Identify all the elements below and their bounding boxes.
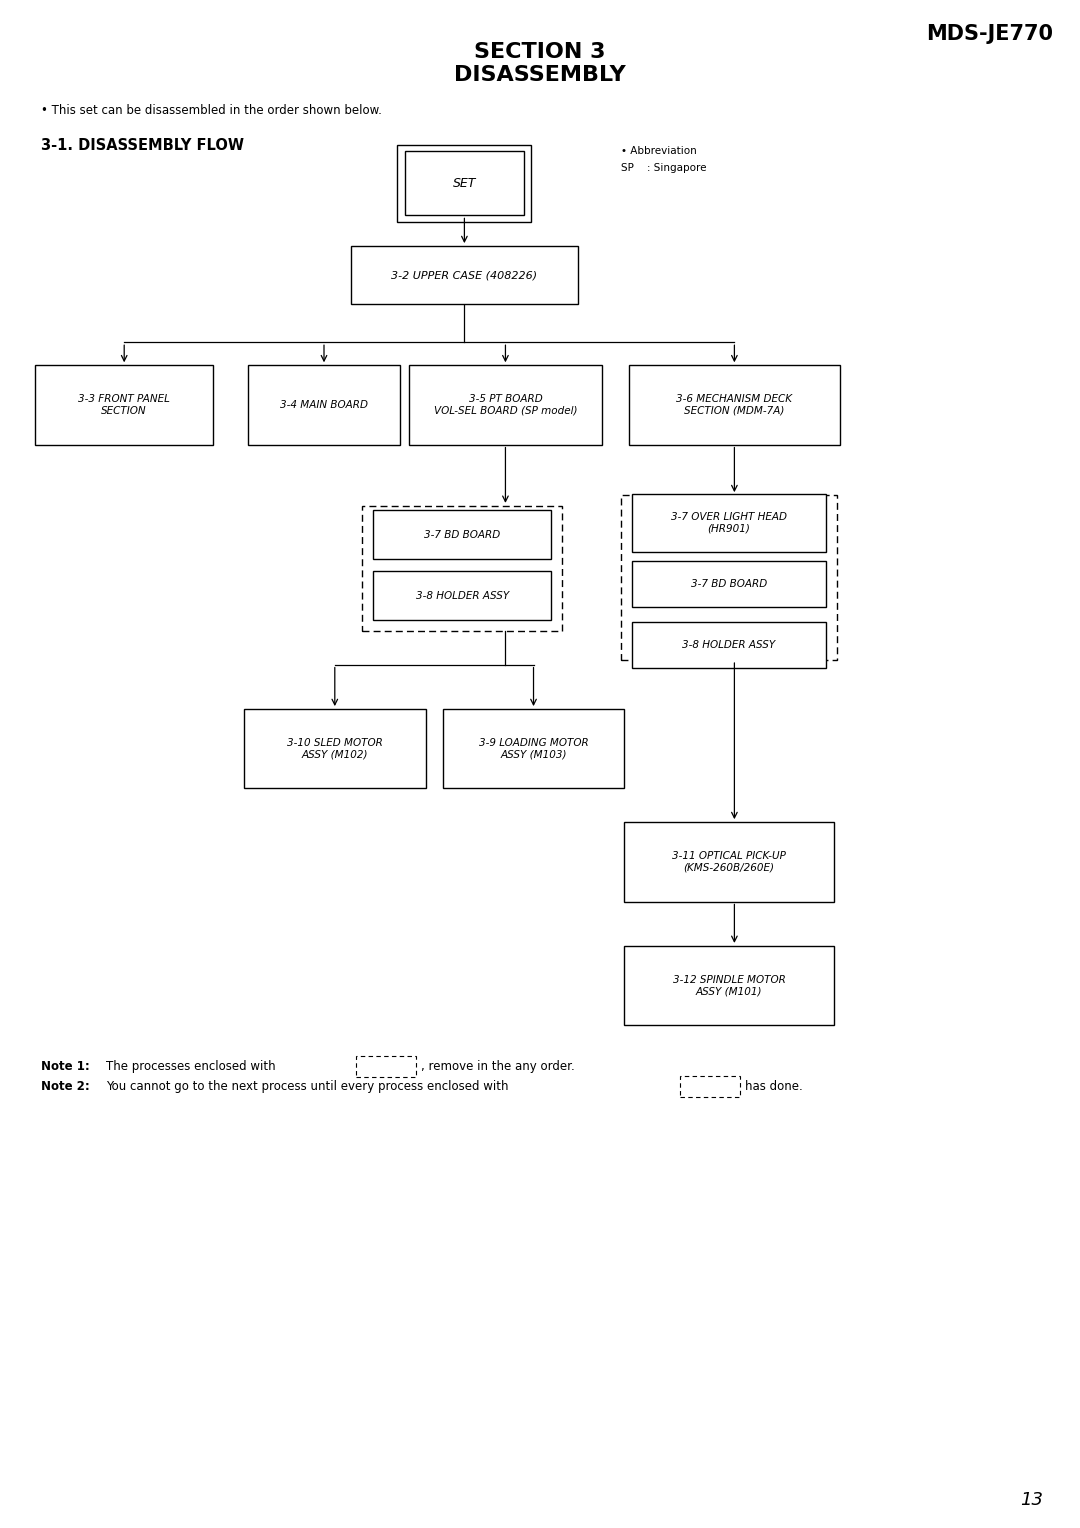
Text: 3-7 BD BOARD: 3-7 BD BOARD — [424, 530, 500, 539]
Text: 3-6 MECHANISM DECK
SECTION (MDM-7A): 3-6 MECHANISM DECK SECTION (MDM-7A) — [676, 394, 793, 416]
Bar — [35, 365, 214, 445]
Text: The processes enclosed with: The processes enclosed with — [106, 1060, 275, 1073]
Text: has done.: has done. — [745, 1080, 802, 1093]
Bar — [244, 709, 426, 788]
Bar — [624, 822, 834, 902]
Bar — [624, 946, 834, 1025]
Text: 3-2 UPPER CASE (408226): 3-2 UPPER CASE (408226) — [391, 270, 538, 280]
Bar — [621, 495, 837, 660]
Text: 3-7 BD BOARD: 3-7 BD BOARD — [691, 579, 767, 588]
Text: 3-8 HOLDER ASSY: 3-8 HOLDER ASSY — [416, 591, 509, 601]
Bar — [629, 365, 840, 445]
Bar — [356, 1056, 416, 1077]
Bar — [397, 145, 531, 222]
Bar — [374, 510, 551, 559]
Text: 13: 13 — [1020, 1491, 1043, 1510]
Text: You cannot go to the next process until every process enclosed with: You cannot go to the next process until … — [106, 1080, 509, 1093]
Bar — [363, 506, 562, 631]
Text: • Abbreviation: • Abbreviation — [621, 147, 697, 156]
Bar — [680, 1076, 740, 1097]
Bar — [405, 151, 524, 215]
Text: Note 2:: Note 2: — [41, 1080, 90, 1093]
Text: 3-5 PT BOARD
VOL-SEL BOARD (SP model): 3-5 PT BOARD VOL-SEL BOARD (SP model) — [434, 394, 577, 416]
Text: 3-12 SPINDLE MOTOR
ASSY (M101): 3-12 SPINDLE MOTOR ASSY (M101) — [673, 975, 785, 996]
Text: 3-8 HOLDER ASSY: 3-8 HOLDER ASSY — [683, 640, 775, 649]
Text: 3-4 MAIN BOARD: 3-4 MAIN BOARD — [280, 400, 368, 410]
Bar — [443, 709, 624, 788]
Text: , remove in the any order.: , remove in the any order. — [421, 1060, 575, 1073]
Bar — [632, 622, 826, 668]
Text: SECTION 3: SECTION 3 — [474, 41, 606, 63]
Text: • This set can be disassembled in the order shown below.: • This set can be disassembled in the or… — [41, 104, 382, 116]
Text: Note 1:: Note 1: — [41, 1060, 90, 1073]
Bar — [409, 365, 602, 445]
Bar — [248, 365, 400, 445]
Text: 3-10 SLED MOTOR
ASSY (M102): 3-10 SLED MOTOR ASSY (M102) — [287, 738, 382, 759]
Text: 3-7 OVER LIGHT HEAD
(HR901): 3-7 OVER LIGHT HEAD (HR901) — [671, 512, 787, 533]
Text: MDS-JE770: MDS-JE770 — [926, 23, 1053, 44]
Bar — [351, 246, 578, 304]
Text: 3-3 FRONT PANEL
SECTION: 3-3 FRONT PANEL SECTION — [78, 394, 171, 416]
Text: DISASSEMBLY: DISASSEMBLY — [454, 64, 626, 86]
Text: SP    : Singapore: SP : Singapore — [621, 163, 706, 173]
Text: 3-11 OPTICAL PICK-UP
(KMS-260B/260E): 3-11 OPTICAL PICK-UP (KMS-260B/260E) — [672, 851, 786, 872]
Bar — [632, 494, 826, 552]
Bar — [374, 571, 551, 620]
Text: 3-1. DISASSEMBLY FLOW: 3-1. DISASSEMBLY FLOW — [41, 138, 244, 153]
Text: 3-9 LOADING MOTOR
ASSY (M103): 3-9 LOADING MOTOR ASSY (M103) — [478, 738, 589, 759]
Bar — [632, 561, 826, 607]
Text: SET: SET — [453, 177, 476, 189]
